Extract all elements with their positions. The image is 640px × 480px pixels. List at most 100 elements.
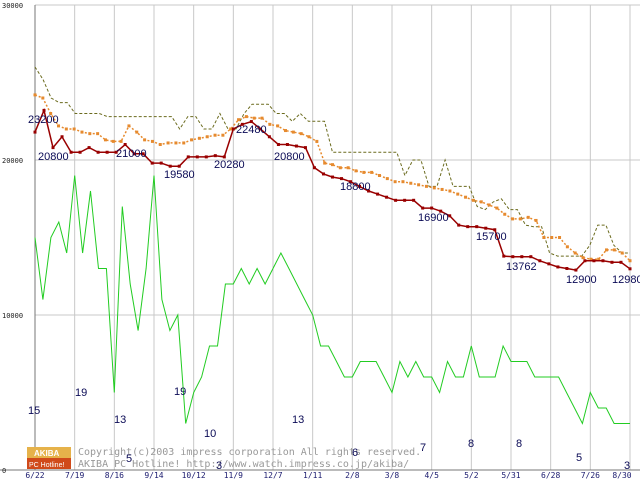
price-lowest-marker (195, 155, 199, 159)
price-lowest-marker (439, 209, 443, 213)
price-average-marker (103, 138, 107, 142)
shop-count-line (34, 175, 630, 425)
price-average-marker (565, 245, 569, 249)
price-lowest-marker (177, 164, 181, 168)
price-average-marker (268, 122, 272, 126)
price-lowest-marker (222, 155, 226, 159)
x-tick-labels: 6/22 7/19 8/16 9/14 10/12 11/9 12/7 1/11 2/8 3/8 4… (25, 471, 631, 480)
price-lowest-marker (592, 259, 596, 263)
price-average-marker (487, 203, 491, 207)
price-lowest-marker (565, 267, 569, 270)
price-average-marker (244, 115, 248, 119)
akiba-logo-box-lower (27, 458, 71, 469)
akiba-logo-subtext: PC Hotline! (29, 462, 64, 469)
price-average-marker (190, 138, 194, 142)
price-average-line (34, 94, 631, 262)
price-average-marker (370, 170, 374, 174)
price-lowest-marker (96, 150, 100, 154)
count-data-label: 13 (292, 414, 304, 426)
price-lowest-marker (520, 255, 524, 259)
price-lowest-marker (33, 130, 37, 134)
x-tick-label: 5/31 (501, 471, 520, 480)
price-average-marker (385, 177, 389, 181)
x-tick-label: 12/7 (263, 471, 282, 480)
akiba-logo-text: AKIBA (34, 449, 60, 458)
price-average-marker (166, 141, 170, 145)
price-average-marker (88, 132, 92, 136)
price-lowest-marker (457, 223, 461, 227)
price-average-marker (72, 127, 76, 131)
price-average-marker (511, 217, 515, 221)
count-data-label: 8 (468, 438, 474, 450)
price-lowest-marker (610, 260, 614, 264)
x-tick-label: 8/30 (612, 471, 631, 480)
price-average-marker (362, 170, 366, 174)
price-lowest-marker (385, 195, 389, 199)
price-average-marker (56, 124, 60, 128)
count-data-label: 5 (576, 452, 582, 464)
price-average-marker (440, 187, 444, 191)
x-tick-label: 6/22 (25, 471, 44, 480)
price-lowest-marker (60, 135, 64, 139)
price-average-marker (276, 124, 280, 128)
price-lowest-marker (556, 265, 560, 269)
price-lowest-marker (105, 150, 109, 154)
price-lowest-marker (69, 150, 73, 154)
price-average-marker (119, 139, 123, 143)
price-lowest-marker (123, 143, 127, 146)
price-average-marker (612, 248, 616, 252)
y-tick-label-0: 0 (2, 467, 6, 475)
price-lowest-marker (367, 189, 371, 193)
count-data-label: 19 (75, 387, 87, 399)
price-lowest-marker (150, 161, 154, 165)
price-lowest-marker (412, 198, 416, 202)
price-average-marker (456, 192, 460, 196)
price-lowest-marker (448, 214, 452, 218)
price-average-marker (260, 116, 264, 120)
count-data-label: 19 (174, 386, 186, 398)
price-lowest-marker (141, 152, 145, 156)
price-lowest-marker (213, 154, 217, 158)
x-tick-label: 5/2 (464, 471, 479, 480)
price-lowest-marker (574, 268, 578, 272)
x-tick-label: 11/9 (224, 471, 243, 480)
price-average-marker (495, 206, 499, 210)
price-lowest-marker (249, 120, 253, 124)
price-average-marker (111, 139, 115, 143)
price-lowest-marker (204, 155, 208, 159)
y-tick-label-20000: 20000 (2, 157, 23, 165)
x-tick-label: 4/5 (424, 471, 439, 480)
price-data-label: 20280 (214, 159, 245, 171)
price-data-label: 21000 (116, 148, 147, 160)
price-lowest-marker (312, 166, 316, 170)
price-lowest-marker (358, 184, 362, 188)
price-average-marker (64, 127, 68, 131)
series-layer (33, 66, 632, 425)
price-average-marker (628, 259, 632, 263)
price-lowest-marker (403, 198, 407, 202)
price-lowest-marker (331, 175, 334, 179)
y-tick-label-10000: 10000 (2, 312, 23, 320)
price-average-marker (323, 161, 327, 165)
price-lowest-line (34, 107, 631, 271)
price-average-marker (315, 139, 319, 143)
price-average-marker (299, 132, 303, 136)
price-average-marker (150, 139, 154, 143)
watermark: AKIBA PC Hotline! Copyright(c)2003 impre… (27, 447, 421, 470)
price-lowest-marker (502, 254, 506, 258)
price-average-marker (291, 130, 295, 134)
copyright-line: Copyright(c)2003 impress corporation All… (78, 447, 421, 458)
x-tick-label: 8/16 (105, 471, 124, 480)
price-lowest-marker (529, 255, 533, 259)
price-average-marker (252, 116, 256, 120)
price-lowest-marker (114, 150, 118, 154)
price-lowest-marker (267, 135, 271, 139)
price-lowest-marker (258, 127, 262, 131)
price-average-marker (221, 133, 225, 137)
price-lowest-marker (276, 143, 280, 146)
price-average-marker (424, 184, 428, 188)
data-labels: 23200 20800 21000 19580 20280 22480 20800 18800… (28, 114, 640, 472)
price-upper-line (34, 66, 630, 257)
price-average-marker (534, 218, 538, 222)
